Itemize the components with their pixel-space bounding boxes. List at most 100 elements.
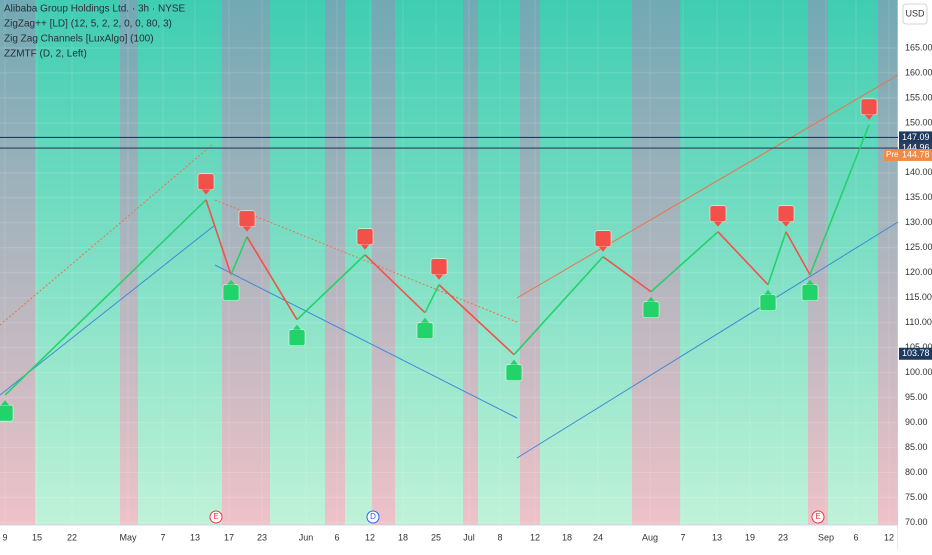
zigzag-segment [809, 124, 870, 276]
pivot-pointer [435, 274, 443, 280]
pivot-marker [238, 210, 256, 228]
channel-line [516, 74, 899, 299]
x-tick-label: 8 [497, 532, 502, 542]
x-tick-label: Sep [818, 532, 834, 542]
currency-button[interactable] [902, 3, 928, 25]
y-tick-label: 75.00 [905, 492, 928, 502]
zigzag-segment [602, 256, 652, 293]
event-label: D [370, 512, 376, 521]
pivot-pointer [510, 359, 518, 365]
channel-line [0, 224, 216, 396]
pivot-marker [860, 98, 878, 116]
pivot-marker [759, 294, 777, 311]
pivot-marker [356, 228, 374, 246]
legend-indicator: ZZMTF (D, 2, Left) [4, 49, 87, 60]
event-label: E [815, 512, 820, 521]
price-tag [884, 148, 899, 161]
x-tick-label: 22 [67, 532, 77, 542]
zigzag-segment [513, 256, 604, 356]
session-band [325, 0, 345, 525]
event-icon [811, 510, 825, 524]
pivot-marker [197, 173, 215, 191]
y-tick-label: 120.00 [905, 267, 932, 277]
x-tick-label: 12 [884, 532, 894, 542]
zigzag-segment [4, 199, 207, 396]
session-band [120, 0, 138, 525]
y-tick-label: 160.00 [905, 67, 932, 77]
pivot-marker [709, 205, 727, 223]
pivot-pointer [421, 317, 429, 323]
y-tick-label: 110.00 [905, 317, 932, 327]
pivot-pointer [865, 114, 873, 120]
event-label: E [213, 512, 218, 521]
y-tick-label: 85.00 [905, 442, 928, 452]
event-icon [366, 510, 380, 524]
x-tick-label: 13 [712, 532, 722, 542]
x-tick-label: 19 [745, 532, 755, 542]
pivot-marker [0, 404, 14, 422]
x-tick-label: 15 [32, 532, 42, 542]
y-tick-label: 90.00 [905, 417, 928, 427]
y-tick-label: 135.00 [905, 192, 932, 202]
zigzag-segment [650, 231, 719, 293]
legend: Alibaba Group Holdings Ltd. · 3h · NYSE … [4, 4, 186, 60]
pivot-pointer [647, 296, 655, 302]
x-tick-label: Aug [642, 532, 658, 542]
pivot-pointer [202, 189, 210, 195]
legend-indicator: Zig Zag Channels [LuxAlgo] (100) [4, 34, 154, 45]
pivot-marker [416, 322, 434, 339]
pivot-pointer [714, 221, 722, 227]
zigzag-segment [364, 254, 426, 314]
x-tick-label: 6 [853, 532, 858, 542]
pivot-marker [777, 205, 795, 223]
y-tick-label: 155.00 [905, 92, 932, 102]
zigzag-segment [717, 231, 769, 286]
zigzag-segment [205, 199, 232, 275]
price-tag-label: 144.78 [902, 149, 930, 159]
currency-label[interactable]: USD [905, 8, 925, 18]
pivot-pointer [361, 244, 369, 250]
price-tag [899, 148, 932, 161]
pivot-marker [642, 301, 660, 318]
event-icon [209, 510, 223, 524]
pivot-pointer [599, 246, 607, 252]
x-tick-label: May [119, 532, 137, 542]
pivot-marker [288, 329, 306, 346]
x-tick-label: Jul [463, 532, 475, 542]
price-tag-label: 147.09 [902, 132, 930, 142]
channel-line [214, 264, 518, 419]
pivot-marker [222, 284, 240, 301]
y-tick-label: 105.00 [905, 342, 932, 352]
y-tick-label: 130.00 [905, 217, 932, 227]
pivot-marker [505, 364, 523, 381]
x-tick-label: 18 [562, 532, 572, 542]
price-axis-bg [898, 0, 932, 550]
x-tick-label: 6 [334, 532, 339, 542]
y-tick-label: 80.00 [905, 467, 928, 477]
channel-line [516, 221, 899, 459]
legend-indicator: ZigZag++ [LD] (12, 5, 2, 2, 0, 0, 80, 3) [4, 19, 172, 30]
session-band [878, 0, 898, 525]
pivot-pointer [227, 279, 235, 285]
y-tick-label: 100.00 [905, 367, 932, 377]
session-band [520, 0, 540, 525]
session-band [0, 0, 35, 525]
pivot-pointer [806, 279, 814, 285]
zigzag-segment [230, 236, 248, 276]
pivot-pointer [764, 289, 772, 295]
x-tick-label: 23 [778, 532, 788, 542]
zigzag-segment [424, 284, 440, 314]
x-tick-label: 12 [365, 532, 375, 542]
y-tick-label: 150.00 [905, 117, 932, 127]
y-tick-label: 95.00 [905, 392, 928, 402]
session-band [632, 0, 680, 525]
zigzag-segment [767, 231, 787, 285]
x-tick-label: 7 [160, 532, 165, 542]
y-tick-label: 70.00 [905, 517, 928, 527]
plot-bg [0, 0, 898, 525]
zigzag-segment [246, 236, 298, 321]
pivot-marker [801, 284, 819, 301]
price-tag-label: 144.96 [902, 142, 930, 152]
x-tick-label: 7 [680, 532, 685, 542]
